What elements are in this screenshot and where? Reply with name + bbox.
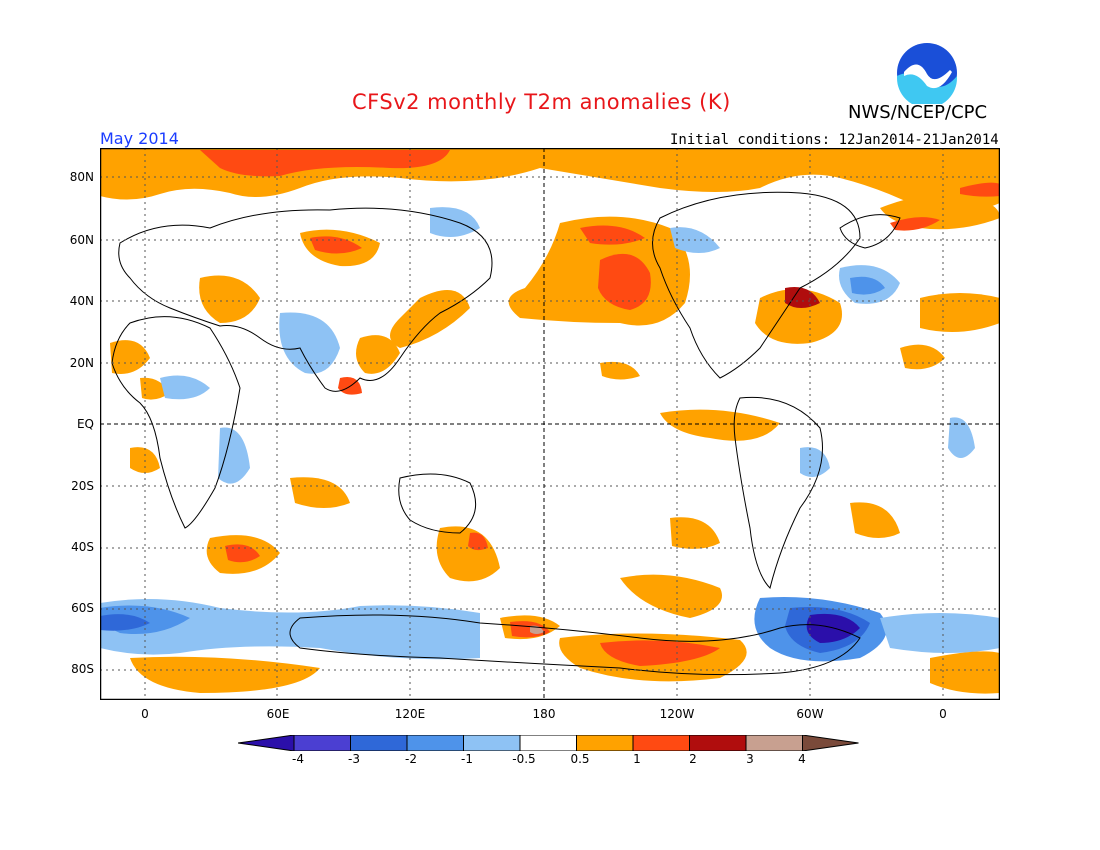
lat-label-20n: 20N: [69, 356, 94, 370]
anomaly-map: [100, 148, 1000, 700]
colorbar-label-n3: -3: [348, 752, 360, 766]
lon-label-0-east: 0: [939, 707, 947, 721]
color-scale-bar: [238, 735, 859, 751]
colorbar-segment: [519, 735, 577, 751]
lat-label-60n: 60N: [69, 233, 94, 247]
lat-label-80n: 80N: [69, 170, 94, 184]
lon-label-60e: 60E: [266, 707, 290, 721]
colorbar-segment: [293, 735, 351, 751]
colorbar-arrow-low: [238, 735, 295, 751]
colorbar-arrow-high: [802, 735, 859, 751]
colorbar-label-n1: -1: [461, 752, 473, 766]
colorbar-segment: [463, 735, 521, 751]
colorbar-label-n05: -0.5: [512, 752, 536, 766]
lat-label-80s: 80S: [71, 662, 94, 676]
lat-label-20s: 20S: [71, 479, 94, 493]
colorbar-label-p1: 1: [633, 752, 641, 766]
lon-label-120w: 120W: [659, 707, 695, 721]
forecast-month: May 2014: [100, 129, 179, 148]
colorbar-segment: [689, 735, 747, 751]
colorbar-label-p2: 2: [689, 752, 697, 766]
lon-label-180: 180: [532, 707, 556, 721]
initial-conditions: Initial conditions: 12Jan2014-21Jan2014: [670, 132, 999, 148]
colorbar-segment: [350, 735, 408, 751]
colorbar-label-n4: -4: [292, 752, 304, 766]
colorbar-segment: [745, 735, 803, 751]
colorbar-label-p05: 0.5: [570, 752, 590, 766]
lon-label-120e: 120E: [394, 707, 426, 721]
colorbar-segment: [406, 735, 464, 751]
lat-label-eq: EQ: [76, 417, 94, 431]
colorbar-label-p4: 4: [798, 752, 806, 766]
colorbar-label-p3: 3: [746, 752, 754, 766]
colorbar-label-n2: -2: [405, 752, 417, 766]
lon-label-60w: 60W: [796, 707, 824, 721]
agency-label: NWS/NCEP/CPC: [848, 102, 988, 123]
lat-label-60s: 60S: [71, 601, 94, 615]
lat-label-40n: 40N: [69, 294, 94, 308]
lon-label-0-west: 0: [141, 707, 149, 721]
lat-label-40s: 40S: [71, 540, 94, 554]
colorbar-segment: [632, 735, 690, 751]
noaa-logo: [897, 43, 957, 104]
colorbar-segment: [576, 735, 634, 751]
chart-title: CFSv2 monthly T2m anomalies (K): [352, 90, 731, 114]
